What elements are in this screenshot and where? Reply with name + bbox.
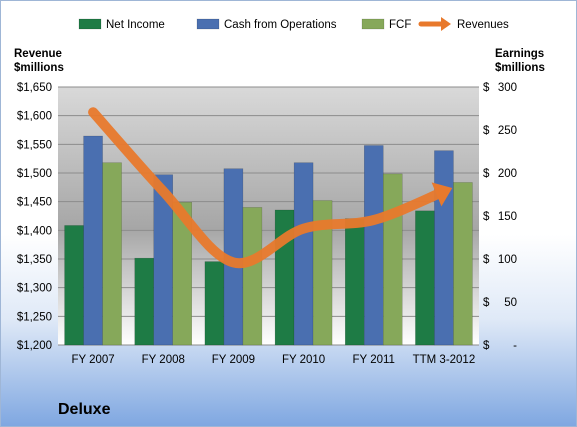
bar-cash-from-operations bbox=[83, 135, 103, 346]
left-tick-label: $1,350 bbox=[17, 254, 52, 266]
legend-swatch-arrow bbox=[441, 17, 451, 31]
right-axis-title-line1: Earnings bbox=[495, 48, 544, 60]
bar-net-income bbox=[134, 257, 154, 346]
left-tick-label: $1,200 bbox=[17, 340, 52, 352]
revenue-line bbox=[88, 107, 453, 269]
bar-series bbox=[64, 135, 473, 346]
left-tick-label: $1,250 bbox=[17, 311, 52, 323]
bar-fcf bbox=[102, 162, 122, 346]
left-axis-ticks: $1,200 $1,250 $1,300 $1,350 $1,400 $1,450 $1,5… bbox=[17, 82, 52, 352]
company-name: Deluxe bbox=[58, 401, 111, 418]
right-tick-value: 100 bbox=[498, 254, 517, 266]
left-tick-label: $1,600 bbox=[17, 111, 52, 123]
right-axis-ticks: $ - $ 50 $ 100 $ 150 $ 200 $ 250 $ 300 bbox=[483, 82, 517, 352]
right-tick-currency: $ bbox=[483, 254, 490, 266]
right-tick-currency: $ bbox=[483, 340, 490, 352]
left-tick-label: $1,550 bbox=[17, 139, 52, 151]
right-tick-currency: $ bbox=[483, 297, 490, 309]
category-label: TTM 3-2012 bbox=[413, 354, 476, 366]
category-label: FY 2008 bbox=[142, 354, 185, 366]
bar-net-income bbox=[204, 261, 225, 346]
bar-cash-from-operations bbox=[364, 145, 384, 346]
right-tick-value: 300 bbox=[498, 82, 517, 94]
bar-fcf bbox=[453, 182, 473, 346]
left-tick-label: $1,650 bbox=[17, 82, 52, 94]
left-tick-label: $1,400 bbox=[17, 225, 52, 237]
left-tick-label: $1,450 bbox=[17, 197, 52, 209]
bar-net-income bbox=[415, 210, 435, 346]
bar-fcf bbox=[383, 173, 403, 346]
bar-cash-from-operations bbox=[434, 150, 454, 346]
category-label: FY 2010 bbox=[282, 354, 325, 366]
right-tick-value: - bbox=[513, 340, 517, 352]
revenue-arrowhead bbox=[431, 182, 453, 207]
category-label: FY 2011 bbox=[353, 354, 395, 366]
left-tick-label: $1,500 bbox=[17, 168, 52, 180]
legend-swatch bbox=[196, 18, 220, 30]
legend-label: Net Income bbox=[106, 19, 165, 31]
legend-label: Cash from Operations bbox=[224, 19, 337, 31]
gridlines bbox=[58, 86, 479, 346]
category-labels: FY 2007 FY 2008 FY 2009 FY 2010 FY 2011 TTM 3… bbox=[71, 354, 475, 366]
plot-area bbox=[58, 87, 479, 345]
category-label: FY 2009 bbox=[212, 354, 255, 366]
right-tick-value: 50 bbox=[504, 297, 517, 309]
bar-net-income bbox=[64, 225, 84, 346]
right-axis-title-line2: $millions bbox=[495, 62, 545, 74]
bar-fcf bbox=[312, 200, 333, 346]
right-tick-value: 200 bbox=[498, 168, 517, 180]
right-tick-currency: $ bbox=[483, 168, 490, 180]
bar-net-income bbox=[345, 218, 365, 346]
legend-label: FCF bbox=[389, 19, 411, 31]
right-tick-currency: $ bbox=[483, 125, 490, 137]
left-axis-title-line2: $millions bbox=[14, 62, 64, 74]
category-label: FY 2007 bbox=[71, 354, 114, 366]
left-axis-title-line1: Revenue bbox=[14, 48, 62, 60]
legend-label: Revenues bbox=[457, 19, 509, 31]
legend-swatch bbox=[361, 18, 385, 30]
right-tick-currency: $ bbox=[483, 211, 490, 223]
right-tick-value: 250 bbox=[498, 125, 517, 137]
legend-swatch bbox=[78, 18, 102, 30]
bar-fcf bbox=[172, 201, 192, 346]
right-tick-currency: $ bbox=[483, 82, 490, 94]
legend: Net Income Cash from Operations FCF Revenue… bbox=[78, 17, 509, 31]
bar-fcf bbox=[242, 207, 263, 346]
bar-cash-from-operations bbox=[293, 162, 314, 346]
right-tick-value: 150 bbox=[498, 211, 517, 223]
left-tick-label: $1,300 bbox=[17, 283, 52, 295]
